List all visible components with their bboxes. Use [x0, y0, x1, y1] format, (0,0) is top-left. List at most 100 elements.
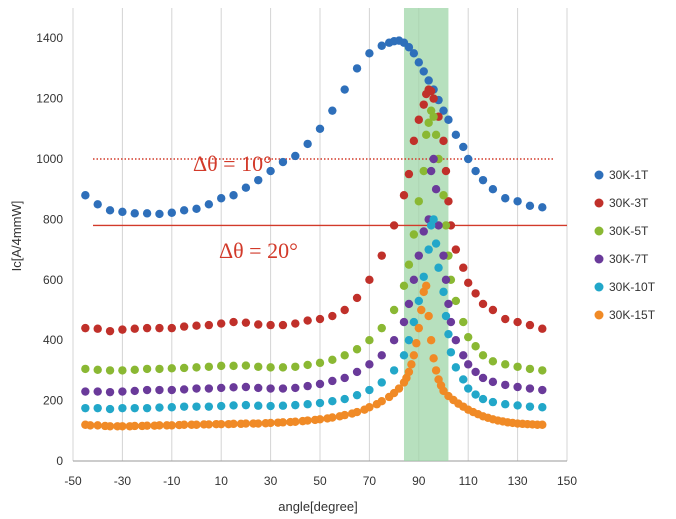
point-30K-7T-29 — [414, 251, 423, 260]
point-30K-15T-28 — [254, 419, 263, 428]
point-30K-10T-48 — [525, 402, 535, 411]
point-30K-3T-38 — [444, 197, 453, 206]
point-30K-10T-1 — [93, 403, 102, 413]
point-30K-3T-34 — [429, 94, 438, 103]
point-30K-15T-20 — [204, 420, 214, 429]
point-30K-1T-41 — [471, 166, 480, 176]
point-30K-3T-6 — [155, 323, 164, 333]
point-30K-3T-48 — [525, 320, 535, 330]
x-tick-label-0: -50 — [64, 474, 82, 488]
point-30K-5T-37 — [439, 191, 448, 200]
point-30K-10T-15 — [266, 401, 275, 411]
point-30K-10T-25 — [389, 366, 399, 375]
point-30K-3T-21 — [340, 305, 349, 315]
point-30K-10T-47 — [513, 401, 522, 410]
point-30K-1T-39 — [459, 142, 468, 152]
point-30K-5T-25 — [389, 305, 399, 315]
point-30K-5T-21 — [340, 351, 349, 360]
point-30K-10T-7 — [167, 403, 176, 412]
point-30K-10T-27 — [404, 336, 414, 345]
point-30K-15T-10 — [142, 421, 152, 430]
point-30K-15T-18 — [192, 420, 201, 429]
point-30K-7T-8 — [179, 385, 189, 394]
point-30K-1T-8 — [179, 206, 189, 215]
point-30K-15T-65 — [431, 366, 441, 375]
point-30K-5T-11 — [217, 361, 226, 371]
point-30K-3T-1 — [93, 324, 102, 333]
point-30K-15T-64 — [429, 354, 438, 363]
point-30K-15T-22 — [217, 419, 226, 429]
point-30K-5T-9 — [192, 363, 201, 372]
point-30K-10T-11 — [217, 401, 226, 411]
point-30K-15T-44 — [352, 407, 362, 417]
point-30K-7T-47 — [513, 382, 522, 392]
point-30K-1T-29 — [404, 43, 414, 52]
point-30K-10T-35 — [434, 263, 443, 272]
point-30K-5T-30 — [419, 166, 428, 176]
point-30K-15T-38 — [315, 415, 325, 424]
point-30K-7T-1 — [93, 387, 102, 396]
point-30K-5T-48 — [513, 362, 522, 371]
point-30K-7T-35 — [434, 221, 443, 230]
point-30K-10T-18 — [303, 400, 312, 409]
point-30K-10T-10 — [204, 402, 214, 411]
point-30K-10T-20 — [328, 397, 337, 406]
point-30K-1T-19 — [315, 124, 325, 133]
point-30K-7T-4 — [130, 386, 139, 396]
point-30K-3T-41 — [459, 263, 468, 272]
point-30K-1T-15 — [266, 166, 275, 176]
point-30K-10T-24 — [377, 378, 386, 387]
legend-label-30K-7T: 30K-7T — [609, 252, 649, 266]
point-30K-5T-19 — [315, 358, 325, 368]
x-axis-title: angle[degree] — [278, 499, 358, 514]
legend-marker-30K-10T — [594, 282, 604, 292]
point-30K-1T-11 — [217, 194, 226, 203]
point-30K-1T-13 — [241, 183, 251, 192]
x-tick-label-2: -10 — [163, 474, 181, 488]
point-30K-5T-4 — [130, 365, 139, 374]
y-tick-label-5: 1000 — [36, 152, 63, 166]
point-30K-15T-58 — [414, 323, 423, 333]
point-30K-10T-33 — [429, 215, 438, 224]
point-30K-5T-35 — [431, 130, 441, 140]
point-30K-5T-28 — [409, 230, 419, 239]
point-30K-15T-61 — [422, 281, 431, 291]
point-30K-7T-23 — [365, 360, 374, 369]
x-tick-label-4: 30 — [264, 474, 278, 488]
point-30K-3T-28 — [409, 136, 419, 146]
point-30K-1T-14 — [254, 175, 263, 185]
point-30K-7T-42 — [464, 360, 473, 369]
point-30K-5T-46 — [488, 357, 498, 366]
reference-lines — [93, 158, 567, 227]
point-30K-5T-16 — [278, 363, 288, 372]
point-30K-15T-48 — [377, 397, 386, 406]
point-30K-3T-23 — [365, 275, 374, 284]
point-30K-10T-13 — [241, 400, 251, 410]
point-30K-7T-45 — [488, 377, 498, 387]
point-30K-10T-26 — [399, 351, 409, 360]
annotations: Δθ = 10° Δθ = 20° — [193, 151, 298, 263]
point-30K-10T-45 — [488, 397, 498, 407]
point-30K-5T-50 — [538, 366, 547, 375]
x-tick-label-7: 90 — [412, 474, 426, 488]
point-30K-1T-47 — [538, 203, 547, 212]
point-30K-5T-27 — [404, 260, 414, 269]
point-30K-5T-26 — [399, 281, 409, 291]
point-30K-3T-5 — [142, 323, 152, 333]
legend-label-30K-5T: 30K-5T — [609, 224, 649, 238]
point-30K-15T-55 — [407, 360, 416, 369]
point-30K-3T-11 — [217, 319, 226, 328]
point-30K-7T-21 — [340, 373, 349, 383]
point-30K-3T-26 — [399, 191, 409, 200]
point-30K-7T-34 — [431, 185, 441, 194]
point-30K-15T-34 — [291, 417, 300, 426]
x-tick-label-5: 50 — [313, 474, 327, 488]
point-30K-15T-36 — [303, 416, 312, 425]
point-30K-10T-39 — [446, 348, 456, 357]
point-30K-7T-10 — [204, 384, 214, 393]
point-30K-1T-33 — [424, 76, 433, 85]
point-30K-3T-19 — [315, 314, 325, 324]
point-30K-7T-2 — [105, 387, 115, 397]
point-30K-15T-59 — [417, 305, 426, 315]
legend-marker-30K-1T — [594, 170, 604, 180]
